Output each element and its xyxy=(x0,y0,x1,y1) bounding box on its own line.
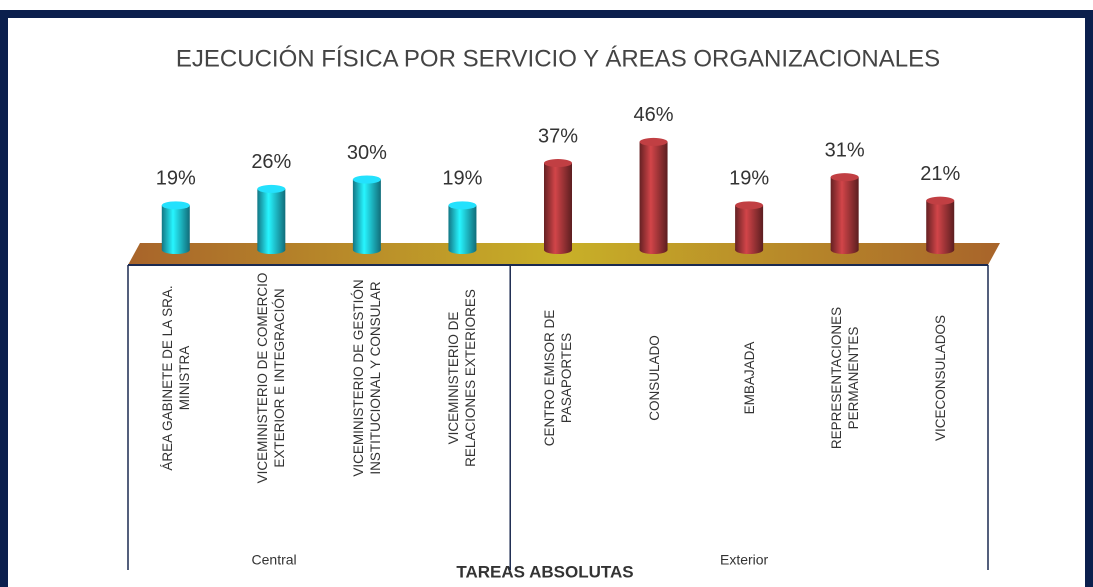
category-label: EMBAJADA xyxy=(741,341,757,415)
bar-bottom xyxy=(257,246,286,254)
value-label: 46% xyxy=(634,104,674,126)
bar-body xyxy=(257,188,286,250)
bar xyxy=(257,184,286,254)
bar xyxy=(926,196,955,254)
bar-bottom xyxy=(448,246,477,254)
category-label: CONSULADO xyxy=(646,335,662,421)
category-label: VICEMINISTERIO DE RELACIONES EXTERIORES xyxy=(446,289,479,467)
value-label: 19% xyxy=(442,168,482,190)
bar-bottom xyxy=(830,246,859,254)
bar-top xyxy=(830,173,859,182)
value-label: 19% xyxy=(156,168,196,190)
category-label: VICEMINISTERIO DE COMERCIO EXTERIOR E IN… xyxy=(255,272,288,484)
value-label: 19% xyxy=(729,168,769,190)
category-label: VICECONSULADOS xyxy=(932,314,948,442)
category-label: REPRESENTACIONES PERMANENTES xyxy=(828,306,861,450)
group-label: Central xyxy=(252,552,297,568)
value-label: 37% xyxy=(538,125,578,147)
bar-body xyxy=(639,141,668,250)
bar-body xyxy=(830,177,859,250)
bar xyxy=(448,201,477,254)
value-label: 21% xyxy=(920,163,960,185)
bar-bottom xyxy=(544,246,572,254)
bar-top xyxy=(161,201,190,210)
bar-top xyxy=(926,196,955,205)
bar-body xyxy=(448,205,477,250)
bar-body xyxy=(544,163,572,250)
bar-bottom xyxy=(352,246,381,254)
bar-body xyxy=(926,200,955,250)
value-label: 26% xyxy=(251,151,291,173)
bar-body xyxy=(735,205,764,250)
category-label: ÁREA GABINETE DE LA SRA. MINISTRA xyxy=(159,285,192,471)
value-label: 30% xyxy=(347,142,387,164)
x-axis-title: TAREAS ABSOLUTAS xyxy=(456,562,633,581)
chart-title: EJECUCIÓN FÍSICA POR SERVICIO Y ÁREAS OR… xyxy=(176,45,940,72)
bar-top xyxy=(735,201,764,210)
bar-top xyxy=(352,175,381,184)
bar-top xyxy=(639,137,668,146)
bar-bottom xyxy=(639,246,668,254)
bar-top xyxy=(448,201,477,210)
outer-border xyxy=(0,10,1093,587)
bar xyxy=(352,175,381,254)
value-label: 31% xyxy=(825,139,865,161)
bar xyxy=(544,159,572,254)
category-label: CENTRO EMISOR DE PASAPORTES xyxy=(542,309,574,447)
bar xyxy=(161,201,190,254)
category-label: VICEMINISTERIO DE GESTIÓN INSTITUCIONAL … xyxy=(350,279,383,477)
bar xyxy=(735,201,764,254)
bar-bottom xyxy=(735,246,764,254)
bar xyxy=(639,137,668,254)
bar-top xyxy=(257,184,286,193)
bar-bottom xyxy=(926,246,955,254)
bar xyxy=(830,173,859,254)
bar-body xyxy=(352,179,381,250)
floor xyxy=(128,243,1000,265)
bar-body xyxy=(161,205,190,250)
bar-top xyxy=(544,159,572,168)
bar-bottom xyxy=(161,246,190,254)
group-label: Exterior xyxy=(720,552,769,568)
